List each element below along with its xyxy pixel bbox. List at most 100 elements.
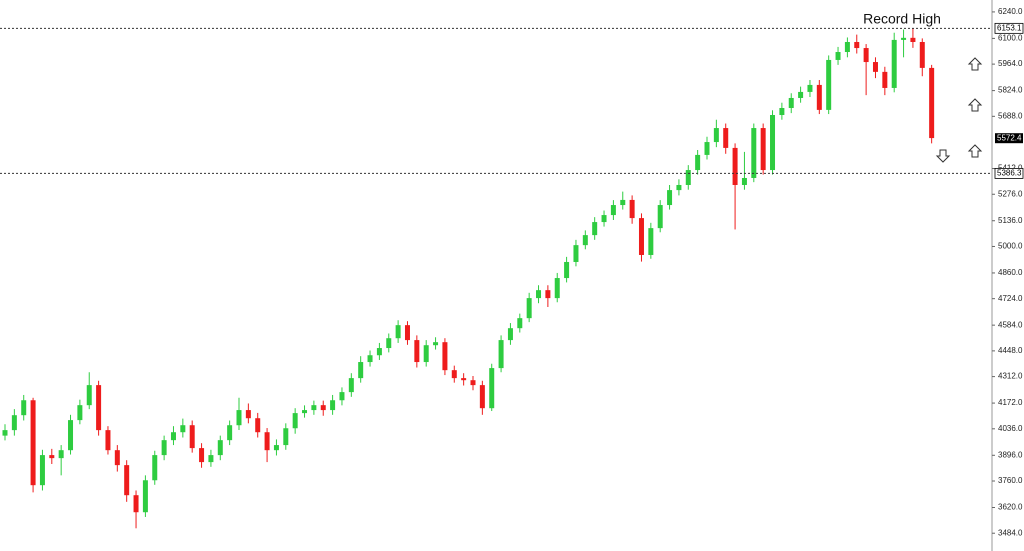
candle-body (798, 91, 804, 98)
candle-body (68, 420, 74, 451)
candle-body (414, 340, 420, 363)
candle-body (882, 71, 888, 88)
candle-body (601, 215, 607, 223)
y-tick-label: 6100.0 (998, 34, 1023, 43)
candle-body (49, 455, 55, 459)
candle-body (564, 261, 570, 279)
candle-body (30, 400, 36, 486)
candle-body (844, 41, 850, 53)
candle-body (451, 370, 457, 379)
candle-body (517, 318, 523, 329)
candle-body (891, 39, 897, 88)
candle-body (910, 37, 916, 42)
up-arrow (967, 98, 983, 112)
candle-body (339, 392, 345, 401)
up-arrow (967, 57, 983, 71)
candle-body (348, 378, 354, 393)
candle-body (788, 97, 794, 109)
candle-body (77, 405, 83, 421)
candle-body (264, 432, 270, 451)
candle-body (816, 84, 822, 110)
candle-body (629, 199, 635, 219)
candle-body (723, 128, 729, 148)
y-tick-label: 5000.0 (998, 242, 1023, 251)
candle-body (86, 385, 92, 406)
level-tag (994, 167, 1024, 179)
candle-body (133, 495, 139, 513)
y-tick-label: 4036.0 (998, 424, 1023, 433)
price-tag (995, 133, 1023, 144)
candle-body (507, 328, 513, 341)
level-label: 5386.3 (997, 169, 1022, 178)
candle-body (667, 190, 673, 206)
candle-body (638, 218, 644, 255)
candle-body (695, 154, 701, 171)
candle-body (433, 342, 439, 346)
y-tick-label: 4860.0 (998, 268, 1023, 277)
candle-body (732, 147, 738, 185)
up-arrow (967, 144, 983, 158)
candle-body (648, 228, 654, 255)
candle-body (807, 84, 813, 92)
candle-body (713, 128, 719, 143)
candle-body (582, 235, 588, 246)
candle-body (114, 450, 120, 466)
candle-body (367, 355, 373, 363)
candle-body (704, 142, 710, 155)
candle-body (161, 440, 167, 456)
y-tick-label: 4312.0 (998, 372, 1023, 381)
candle-body (273, 445, 279, 451)
candle-body (208, 455, 214, 463)
candle-body (227, 425, 233, 441)
y-tick-label: 3620.0 (998, 503, 1023, 512)
candle-body (760, 128, 766, 171)
candle-body (872, 62, 878, 72)
candle-body (545, 290, 551, 299)
candle-body (236, 410, 242, 426)
candle-body (302, 410, 308, 414)
candle-body (741, 177, 747, 185)
candle-body (311, 405, 317, 411)
candle-body (592, 222, 598, 236)
candle-body (461, 378, 467, 381)
candle-body (152, 455, 158, 481)
signal-arrows (935, 57, 983, 163)
candle-body (470, 380, 476, 386)
candle-body (770, 115, 776, 171)
candle-body (573, 245, 579, 262)
candle-body (536, 290, 542, 299)
candle-body (620, 199, 626, 206)
y-tick-label: 4172.0 (998, 398, 1023, 407)
candle-body (292, 413, 298, 429)
level-tag (994, 22, 1024, 34)
candle-body (320, 405, 326, 411)
candle-body (245, 410, 251, 419)
candle-body (826, 59, 832, 110)
candle-body (901, 37, 907, 40)
candle-body (751, 128, 757, 178)
candle-body (124, 465, 130, 496)
candle-body (283, 428, 289, 446)
y-tick-label: 4724.0 (998, 294, 1023, 303)
y-tick-label: 5688.0 (998, 111, 1023, 120)
candle-body (404, 325, 410, 341)
price-label: 5572.4 (997, 133, 1022, 142)
candle-body (180, 425, 186, 433)
candle-body (423, 345, 429, 363)
annotation: Record High (863, 11, 941, 27)
candle-body (395, 325, 401, 339)
candle-body (657, 205, 663, 229)
candle-body (142, 480, 148, 513)
y-tick-label: 3760.0 (998, 476, 1023, 485)
candle-body (11, 415, 17, 431)
candle-body (386, 338, 392, 349)
candle-body (854, 41, 860, 49)
y-tick-label: 5964.0 (998, 59, 1023, 68)
candle-body (554, 278, 560, 299)
candle-body (610, 205, 616, 216)
y-tick-label: 5136.0 (998, 216, 1023, 225)
y-tick-label: 5276.0 (998, 189, 1023, 198)
candle-body (498, 340, 504, 369)
candle-body (39, 455, 45, 486)
